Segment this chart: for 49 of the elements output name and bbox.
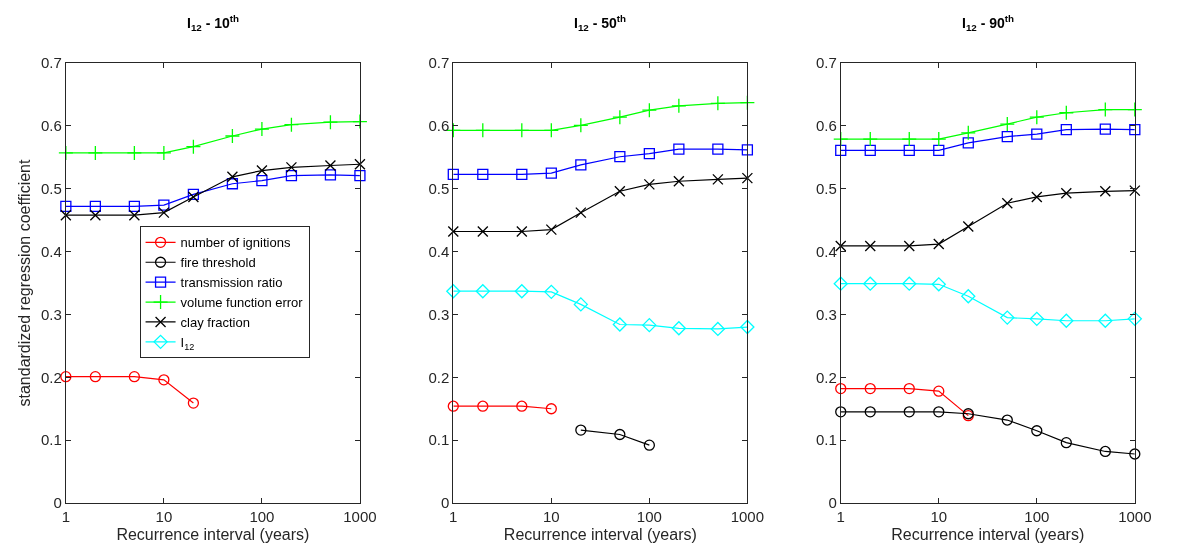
x-tick-label: 1000 <box>343 508 377 525</box>
x-axis-title: Recurrence interval (years) <box>503 525 697 543</box>
legend-label: volume function error <box>180 295 304 311</box>
x-tick-label: 1000 <box>730 508 765 525</box>
y-tick-label: 0.2 <box>428 368 450 386</box>
y-tick-label: 0.7 <box>815 54 837 72</box>
chart-title: I$_{12}$ - 90$^{th}$ <box>962 13 1015 33</box>
y-tick-label: 0.5 <box>428 180 450 198</box>
y-tick-label: 0 <box>440 494 450 512</box>
legend-label: number of ignitions <box>180 235 291 251</box>
y-tick-label: 0.3 <box>40 305 62 323</box>
x-tick-label: 10 <box>930 508 948 525</box>
y-tick-label: 0.1 <box>40 431 62 449</box>
y-tick-label: 0.1 <box>428 431 450 449</box>
y-tick-label: 0.2 <box>40 368 62 386</box>
y-tick-label: 0.4 <box>815 242 837 260</box>
y-tick-label: 0.6 <box>40 117 62 135</box>
legend-label: fire threshold <box>180 255 256 271</box>
chart-title: I$_{12}$ - 50$^{th}$ <box>574 13 627 33</box>
y-tick-label: 0 <box>53 494 62 512</box>
legend-label: I$_{12}$ <box>180 334 195 352</box>
y-tick-label: 0 <box>828 494 837 512</box>
y-tick-label: 0.4 <box>40 242 62 260</box>
x-tick-label: 1 <box>449 508 458 525</box>
y-tick-label: 0.4 <box>428 242 450 260</box>
x-tick-label: 1 <box>61 508 71 525</box>
x-tick-label: 100 <box>249 508 275 525</box>
x-tick-label: 1000 <box>1118 508 1152 525</box>
y-tick-label: 0.1 <box>815 431 837 449</box>
x-axis-title: Recurrence interval (years) <box>891 525 1085 543</box>
y-tick-label: 0.5 <box>40 180 62 198</box>
y-tick-label: 0.2 <box>815 368 837 386</box>
legend-label: clay fraction <box>180 315 250 331</box>
x-tick-label: 10 <box>542 508 560 525</box>
y-tick-label: 0.3 <box>815 305 837 323</box>
y-tick-label: 0.7 <box>428 54 450 72</box>
legend-label: transmission ratio <box>180 275 283 291</box>
x-tick-label: 10 <box>155 508 173 525</box>
chart-title: I$_{12}$ - 10$^{th}$ <box>187 13 240 33</box>
y-tick-label: 0.6 <box>428 117 450 135</box>
y-tick-label: 0.3 <box>428 305 450 323</box>
x-tick-label: 100 <box>636 508 662 525</box>
y-tick-label: 0.5 <box>815 180 837 198</box>
x-tick-label: 100 <box>1024 508 1050 525</box>
y-tick-label: 0.7 <box>40 54 62 72</box>
x-tick-label: 1 <box>836 508 845 525</box>
y-tick-label: 0.6 <box>815 117 837 135</box>
x-axis-title: Recurrence interval (years) <box>116 525 310 543</box>
y-axis-title: standardized regression coefficient <box>15 159 33 407</box>
